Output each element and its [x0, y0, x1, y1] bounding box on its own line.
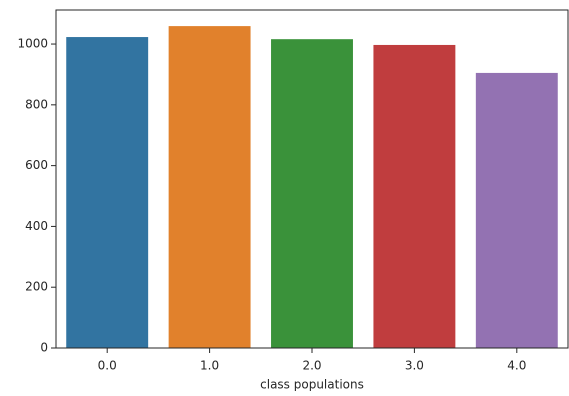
y-tick-label: 200 — [25, 280, 48, 294]
bar — [168, 26, 251, 349]
x-tick-label: 2.0 — [302, 359, 321, 373]
bar — [373, 44, 456, 348]
axes-frame — [55, 9, 569, 349]
bar — [66, 37, 149, 349]
y-tick-label: 400 — [25, 219, 48, 233]
x-axis-label: class populations — [260, 378, 364, 392]
bar — [475, 72, 558, 348]
y-tick-label: 600 — [25, 158, 48, 172]
y-tick-label: 1000 — [17, 37, 48, 51]
x-tick-label: 0.0 — [98, 359, 117, 373]
x-tick-label: 1.0 — [200, 359, 219, 373]
y-tick-label: 0 — [40, 341, 48, 355]
y-tick-label: 800 — [25, 97, 48, 111]
x-tick-label: 4.0 — [507, 359, 526, 373]
x-tick-label: 3.0 — [405, 359, 424, 373]
bar — [271, 39, 353, 348]
